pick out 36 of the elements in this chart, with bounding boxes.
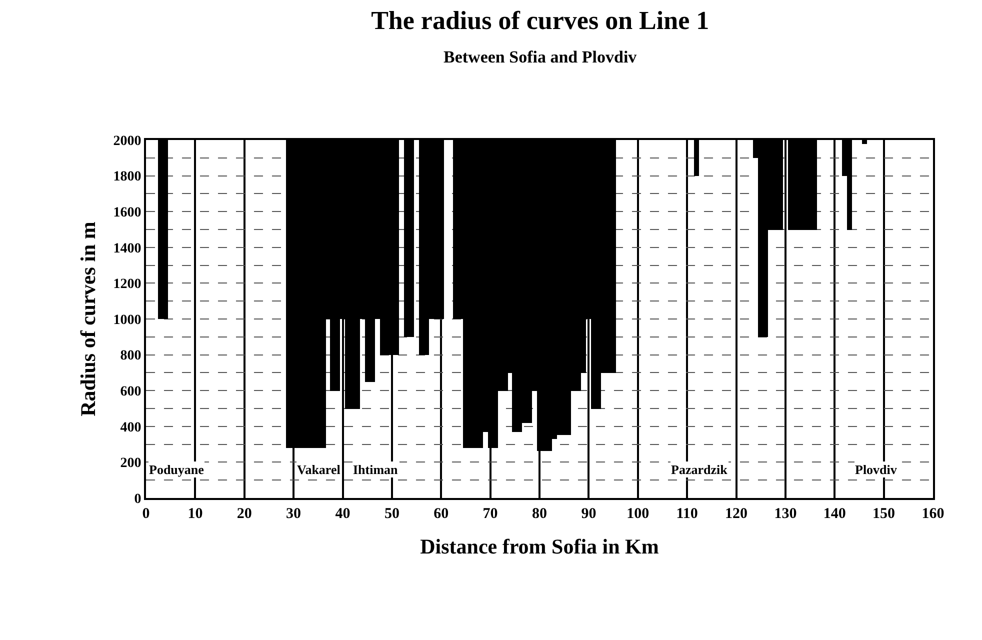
y-tick-label: 1400 [113,241,142,256]
y-tick-label: 1600 [113,206,142,220]
x-tick-label: 90 [581,506,596,522]
y-tick-label: 1800 [113,170,142,185]
x-tick-label: 40 [335,506,350,522]
x-tick-label: 70 [482,506,498,522]
x-tick-label: 20 [236,506,252,522]
annotation: Plovdiv [855,462,898,477]
y-tick-label: 1000 [113,312,142,328]
y-tick-label: 2000 [113,134,142,149]
x-tick-label: 120 [725,506,748,522]
x-tick-label: 30 [286,506,302,522]
x-axis-title: Distance from Sofia in Km [420,534,660,559]
annotation: Vakarel [297,462,341,477]
y-tick-label: 400 [120,420,142,436]
annotation: Ihtiman [353,462,399,477]
annotation: Poduyane [149,462,204,477]
x-tick-label: 60 [434,506,449,522]
y-tick-label: 800 [120,348,142,364]
y-axis-title: Radius of curves in m [76,221,100,416]
y-tick-label: 1200 [113,277,142,292]
x-tick-label: 110 [676,506,698,522]
x-tick-label: 160 [922,506,944,522]
x-tick-label: 100 [626,506,650,522]
x-tick-label: 10 [188,506,203,522]
chart-subtitle: Between Sofia and Plovdiv [444,48,638,67]
x-tick-label: 50 [384,506,400,522]
y-tick-label: 0 [134,492,142,507]
chart-title: The radius of curves on Line 1 [371,6,710,35]
y-tick-label: 200 [120,456,142,472]
y-tick-label: 600 [120,384,142,400]
annotation: Pazardzik [671,462,728,477]
x-tick-label: 130 [774,506,797,522]
x-tick-label: 80 [532,506,547,522]
x-tick-label: 140 [823,506,846,522]
x-tick-label: 150 [872,506,896,522]
